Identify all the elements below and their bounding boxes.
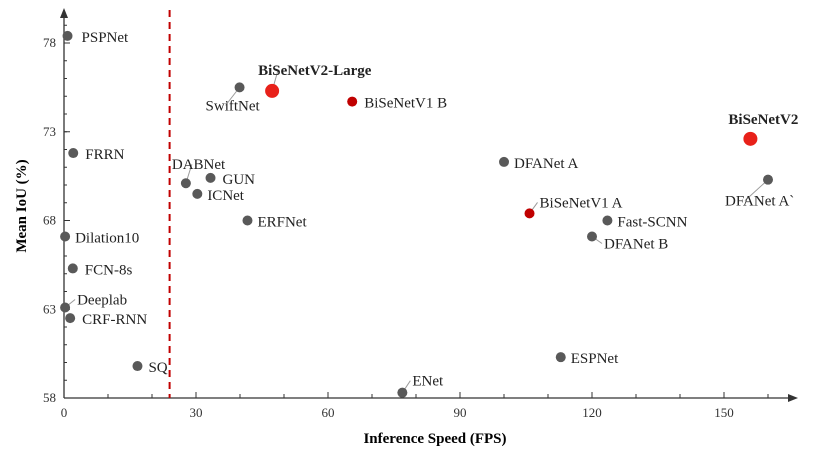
point-label-deeplab: Deeplab [77, 292, 127, 308]
point-bisenetv2-large [265, 83, 280, 98]
point-label-bisenetv2: BiSeNetV2 [728, 112, 798, 128]
point-crf-rnn [65, 313, 76, 324]
y-tick-label: 68 [43, 213, 56, 228]
x-tick-label: 60 [322, 405, 335, 420]
point-label-crf-rnn: CRF-RNN [82, 312, 147, 328]
point-label-erfnet: ERFNet [257, 215, 307, 231]
point-fast-scnn [602, 215, 613, 226]
x-tick-label: 120 [582, 405, 602, 420]
point-label-gun: GUN [223, 172, 256, 188]
point-label-frrn: FRRN [85, 147, 124, 163]
point-bisenetv2 [743, 131, 758, 146]
x-tick-label: 90 [454, 405, 467, 420]
x-tick-label: 0 [61, 405, 68, 420]
point-dfanet-a [499, 156, 509, 167]
point-label-dabnet: DABNet [172, 157, 226, 173]
point-label-bisenetv1-b: BiSeNetV1 B [364, 96, 447, 112]
point-pspnet [62, 30, 73, 41]
point-bisenetv1-a [524, 208, 535, 219]
point-dabnet [180, 178, 191, 189]
point-label-espnet: ESPNet [571, 351, 619, 367]
x-tick-label: 30 [190, 405, 203, 420]
point-label-dfanet-a: DFANet A` [725, 194, 794, 210]
point-label-dilation10: Dilation10 [75, 230, 139, 246]
x-axis-arrow [788, 394, 798, 402]
axes: 0 30 60 90 120 150 58 63 68 73 78 [43, 8, 798, 420]
point-swiftnet [234, 82, 245, 93]
point-label-dfanet-a: DFANet A [514, 156, 578, 172]
y-axis-arrow [60, 8, 68, 18]
point-fcn-8s [67, 263, 78, 274]
point-deeplab [60, 302, 71, 313]
label-leader [744, 179, 769, 202]
point-label-enet: ENet [412, 374, 444, 390]
point-label-icnet: ICNet [207, 188, 244, 204]
data-points: PSPNet FRRN Dilation10 FCN-8s Deeplab CRF-RNN… [60, 30, 798, 398]
point-dfanet-b [587, 231, 597, 242]
y-axis-title: Mean IoU (%) [14, 159, 30, 252]
y-tick-label: 73 [43, 124, 56, 139]
point-label-fcn-8s: FCN-8s [85, 262, 133, 278]
point-dfanet-a [763, 174, 773, 185]
x-axis-title: Inference Speed (FPS) [363, 431, 506, 447]
y-tick-label: 63 [43, 301, 56, 316]
point-label-pspnet: PSPNet [82, 30, 130, 46]
y-tick-label: 78 [43, 35, 56, 50]
point-label-bisenetv2-large: BiSeNetV2-Large [258, 63, 372, 79]
point-erfnet [242, 215, 253, 226]
point-label-dfanet-b: DFANet B [604, 236, 668, 252]
point-espnet [555, 352, 566, 363]
point-frrn [68, 148, 79, 159]
point-label-fast-scnn: Fast-SCNN [617, 215, 687, 231]
point-icnet [192, 188, 203, 199]
x-tick-label: 150 [714, 405, 734, 420]
y-tick-label: 58 [43, 390, 56, 405]
point-label-bisenetv1-a: BiSeNetV1 A [540, 195, 623, 211]
point-label-swiftnet: SwiftNet [206, 98, 261, 114]
point-enet [397, 387, 408, 398]
point-bisenetv1-b [347, 96, 358, 107]
point-label-sq: SQ [148, 360, 167, 376]
point-gun [205, 172, 216, 183]
point-dilation10 [60, 231, 71, 242]
point-sq [132, 361, 143, 372]
